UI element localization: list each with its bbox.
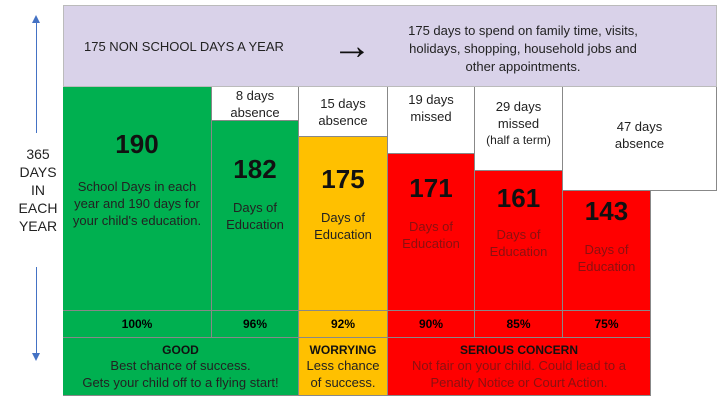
percent-92: 92% [299, 311, 388, 338]
days-number: 161 [496, 183, 541, 213]
days-number: 182 [233, 154, 277, 184]
down-arrow-icon [32, 353, 40, 361]
right-arrow-icon: → [332, 24, 372, 68]
days-description: Days of Education [226, 200, 284, 232]
non-school-days-label: 175 NON SCHOOL DAYS A YEAR [84, 39, 284, 54]
column-header-29-days: 29 days missed (half a term) [475, 87, 563, 171]
non-school-days-band [63, 5, 717, 87]
days-description: Days of Education [489, 227, 548, 259]
good-title: GOOD [162, 342, 199, 357]
serious-line-2: Penalty Notice or Court Action. [430, 374, 608, 390]
days-description: School Days in each year and 190 days fo… [72, 178, 202, 228]
serious-concern-summary: SERIOUS CONCERN Not fair on your child. … [388, 338, 651, 396]
header-text: 8 days absence [230, 87, 280, 120]
up-arrow-icon [32, 15, 40, 23]
percent-96: 96% [212, 311, 299, 338]
column-190-days: 190 School Days in each year and 190 day… [63, 87, 212, 311]
good-line-2: Gets your child off to a flying start! [82, 374, 279, 390]
serious-title: SERIOUS CONCERN [459, 342, 578, 357]
column-161-days: 161 Days of Education [475, 171, 563, 311]
axis-column: 365 DAYS IN EACH YEAR [0, 5, 63, 397]
worrying-summary: WORRYING Less chance of success. [299, 338, 388, 396]
header-text: 47 days absence [614, 118, 665, 151]
column-header-47-days: 47 days absence [563, 87, 717, 191]
header-text: 19 days missed [408, 92, 454, 124]
column-header-15-days: 15 days absence [299, 87, 388, 137]
column-175-days: 175 Days of Education [299, 137, 388, 311]
column-header-19-days: 19 days missed [388, 87, 475, 154]
days-description: Days of Education [402, 218, 460, 251]
column-171-days: 171 Days of Education [388, 154, 475, 311]
header-text: 15 days absence [318, 95, 368, 128]
days-in-year-label: 365 DAYS IN EACH YEAR [18, 146, 58, 234]
days-number: 143 [584, 196, 629, 226]
axis-line-top [36, 21, 37, 133]
good-line-1: Best chance of success. [110, 357, 251, 373]
worrying-line-1: Less chance [306, 357, 380, 373]
column-143-days: 143 Days of Education [563, 191, 651, 311]
days-number: 175 [321, 164, 365, 194]
header-line-2: missed [497, 115, 540, 131]
days-number: 171 [409, 172, 453, 203]
non-school-days-description: 175 days to spend on family time, visits… [408, 23, 638, 74]
percent-85: 85% [475, 311, 563, 338]
days-description: Days of Education [577, 242, 636, 274]
percent-100: 100% [63, 311, 212, 338]
days-description: Days of Education [314, 210, 372, 242]
percent-90: 90% [388, 311, 475, 338]
column-182-days: 182 Days of Education [212, 121, 299, 311]
column-header-8-days: 8 days absence [212, 87, 299, 121]
axis-line-bottom [36, 267, 37, 357]
percent-75: 75% [563, 311, 651, 338]
serious-line-1: Not fair on your child. Could lead to a [412, 357, 626, 373]
header-line-1: 29 days [495, 98, 542, 114]
worrying-line-2: of success. [310, 374, 376, 390]
worrying-title: WORRYING [309, 342, 377, 357]
good-summary: GOOD Best chance of success. Gets your c… [63, 338, 299, 396]
header-line-3: (half a term) [486, 132, 551, 147]
days-number: 190 [115, 128, 159, 159]
